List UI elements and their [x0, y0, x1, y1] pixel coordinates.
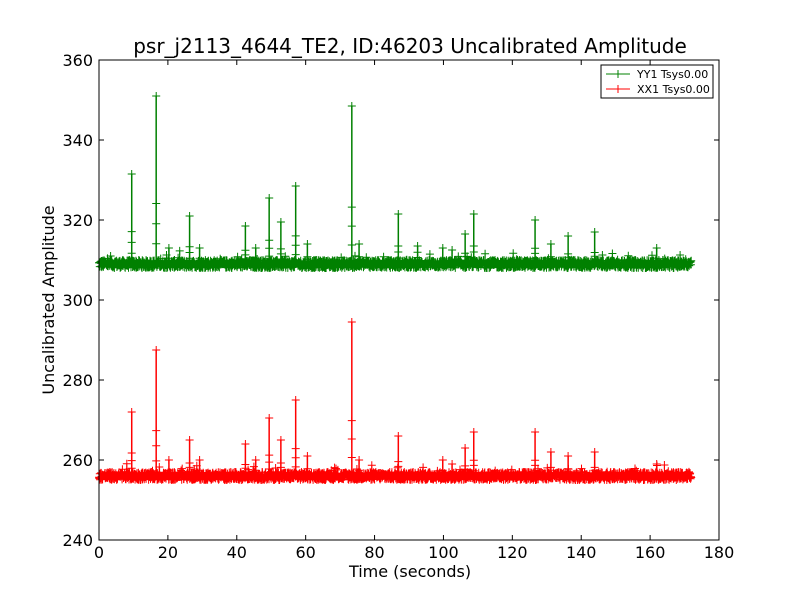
- legend-entry-yy1: YY1 Tsys0.00: [606, 68, 708, 81]
- spike-marker: [461, 444, 470, 480]
- spike-marker: [291, 396, 300, 480]
- y-tick-label: 260: [62, 451, 93, 470]
- legend-marker-xx1: [614, 85, 622, 93]
- spike-marker: [546, 448, 555, 480]
- y-axis-label: Uncalibrated Amplitude: [39, 205, 58, 394]
- spike-marker: [469, 428, 478, 480]
- spike-marker: [152, 92, 161, 268]
- spike-marker: [185, 212, 194, 268]
- spike-marker: [303, 452, 312, 480]
- spike-marker: [195, 244, 204, 268]
- spike-marker: [251, 244, 260, 268]
- legend-entry-xx1: XX1 Tsys0.00: [606, 83, 710, 96]
- x-tick-label: 60: [295, 543, 315, 562]
- spike-marker: [127, 170, 136, 268]
- spike-marker: [164, 456, 173, 480]
- spike-marker: [461, 230, 470, 268]
- spike-marker: [438, 244, 447, 268]
- spike-marker: [531, 428, 540, 480]
- spike-marker: [251, 456, 260, 480]
- x-tick-label: 80: [364, 543, 384, 562]
- ticks-layer: 0 20 40 60 80 100 120 140 160 180 240 260 280 300 320 3…: [62, 51, 734, 562]
- spike-marker: [564, 232, 573, 268]
- x-tick-label: 140: [566, 543, 597, 562]
- legend-label-yy1: YY1 Tsys0.00: [636, 68, 708, 81]
- y-tick-label: 360: [62, 51, 93, 70]
- spike-marker: [652, 460, 661, 480]
- spike-marker: [303, 240, 312, 268]
- x-tick-label: 120: [497, 543, 528, 562]
- series-xx1: [95, 318, 696, 484]
- spike-marker: [241, 440, 250, 480]
- spike-marker: [276, 218, 285, 268]
- spike-marker: [394, 432, 403, 480]
- spike-marker: [127, 408, 136, 480]
- spike-marker: [195, 456, 204, 480]
- spike-marker: [355, 456, 364, 480]
- y-tick-label: 280: [62, 371, 93, 390]
- x-tick-label: 20: [158, 543, 178, 562]
- plot-area: 0 20 40 60 80 100 120 140 160 180 240 260 280 300 320 3…: [62, 51, 734, 562]
- spike-marker: [241, 222, 250, 268]
- x-tick-label: 100: [428, 543, 459, 562]
- spike-marker: [164, 244, 173, 268]
- spike-marker: [265, 194, 274, 268]
- spike-marker: [546, 240, 555, 268]
- spike-marker: [590, 448, 599, 480]
- legend: YY1 Tsys0.00 XX1 Tsys0.00: [600, 64, 714, 99]
- chart-title: psr_j2113_4644_TE2, ID:46203 Uncalibrate…: [133, 34, 687, 58]
- spike-marker: [448, 460, 457, 480]
- spike-marker: [185, 436, 194, 480]
- spike-marker: [291, 182, 300, 268]
- y-tick-label: 320: [62, 211, 93, 230]
- spike-marker: [413, 242, 422, 268]
- spike-marker: [531, 216, 540, 268]
- y-tick-label: 240: [62, 531, 93, 550]
- spike-marker: [347, 102, 356, 268]
- legend-marker-yy1: [614, 70, 622, 78]
- spike-marker: [394, 210, 403, 268]
- legend-box: [600, 64, 714, 99]
- spike-marker: [265, 414, 274, 480]
- spike-marker: [564, 452, 573, 480]
- series-yy1: [95, 92, 696, 272]
- x-tick-label: 180: [704, 543, 735, 562]
- spike-marker: [469, 210, 478, 268]
- spike-marker: [276, 436, 285, 480]
- spike-marker: [152, 346, 161, 480]
- spike-marker: [590, 228, 599, 268]
- legend-label-xx1: XX1 Tsys0.00: [637, 83, 710, 96]
- plot-background: [99, 60, 719, 540]
- y-tick-label: 340: [62, 131, 93, 150]
- y-tick-label: 300: [62, 291, 93, 310]
- x-tick-label: 40: [227, 543, 247, 562]
- spike-marker: [448, 246, 457, 268]
- x-tick-label: 0: [94, 543, 104, 562]
- spike-marker: [347, 318, 356, 480]
- spike-marker: [438, 456, 447, 480]
- spike-marker: [355, 240, 364, 268]
- series-layer: [95, 92, 696, 484]
- x-tick-label: 160: [635, 543, 666, 562]
- x-axis-label: Time (seconds): [348, 562, 471, 581]
- spike-marker: [652, 244, 661, 268]
